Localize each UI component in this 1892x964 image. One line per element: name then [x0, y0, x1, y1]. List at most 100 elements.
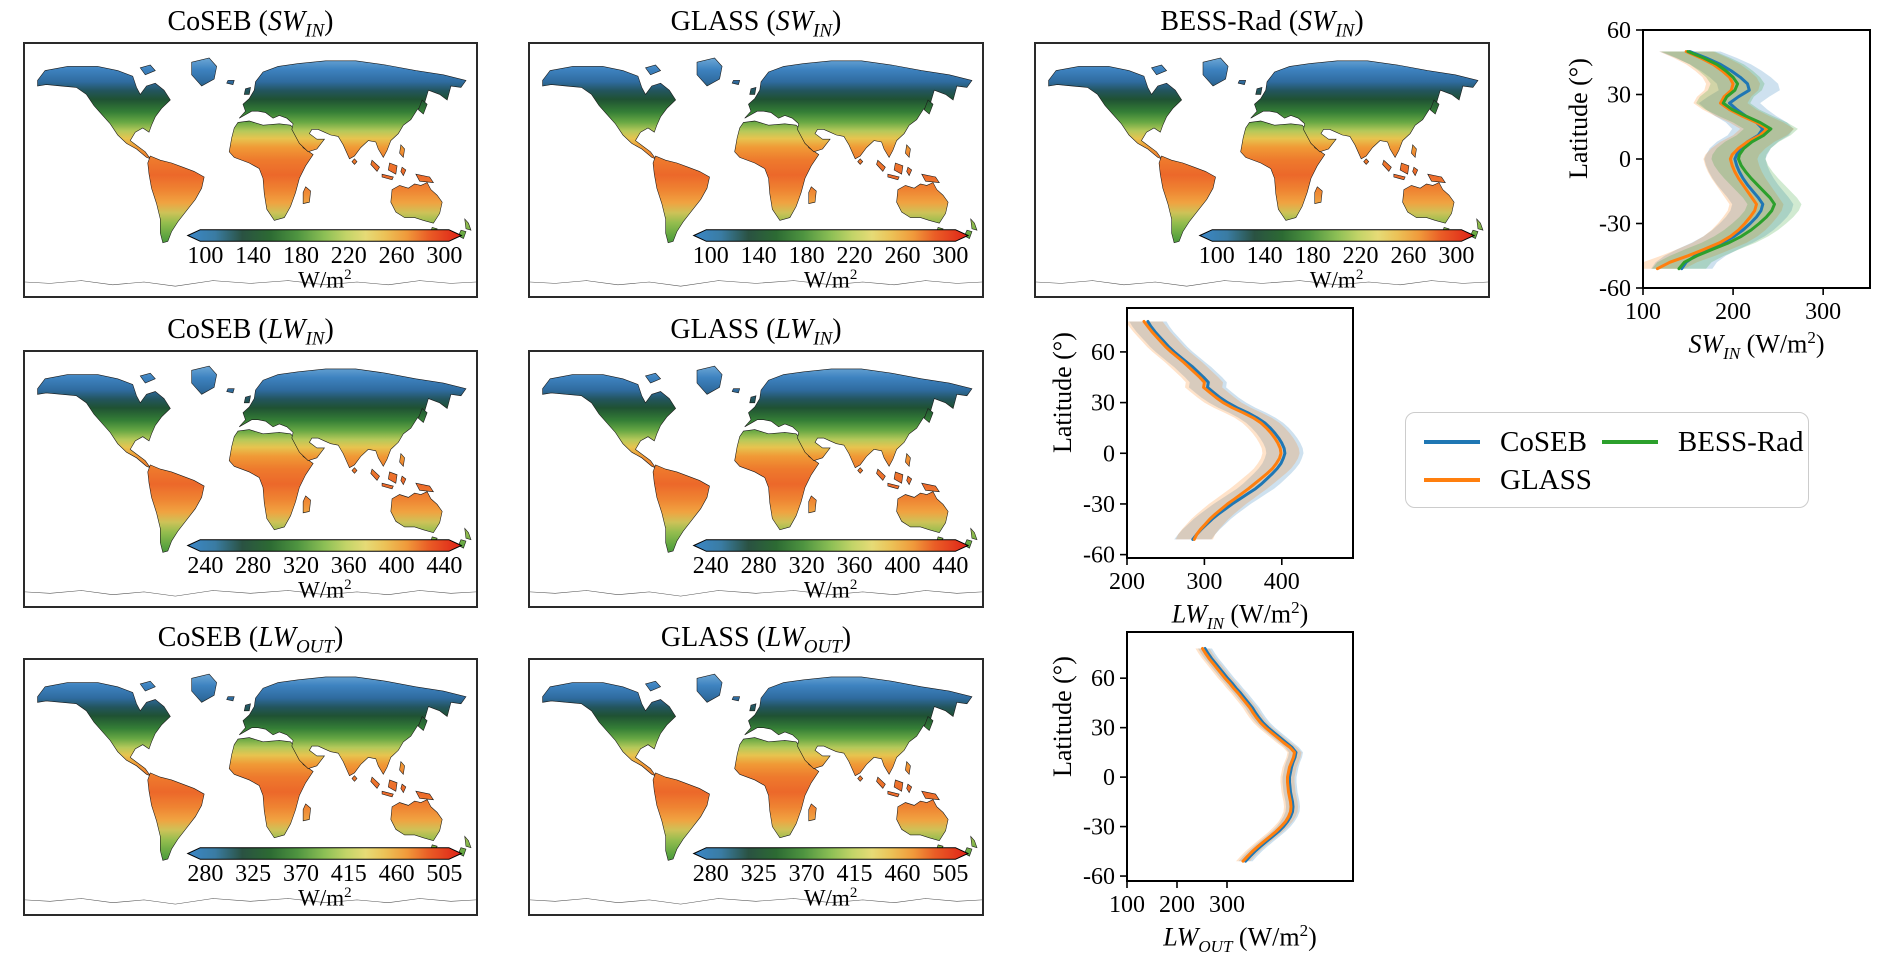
map-title: CoSEB (LWIN)	[167, 314, 334, 350]
legend-label: BESS-Rad	[1677, 426, 1804, 458]
x-axis-label: SWIN (W/m2)	[1688, 328, 1825, 363]
svg-text:0: 0	[1103, 765, 1115, 791]
map-frame: 240 280 320 360 400 440 W/m2	[528, 350, 984, 608]
colorbar-tick-label: 400	[884, 552, 921, 579]
colorbar-tick-label: 100	[1198, 242, 1235, 269]
colorbar-tick-label: 300	[1438, 242, 1475, 269]
map-title: CoSEB (SWIN)	[167, 6, 334, 42]
map-frame: 280 325 370 415 460 505 W/m2	[528, 658, 984, 916]
colorbar-ticks: 100 140 180 220 260 300	[187, 243, 462, 269]
colorbar-gradient	[186, 539, 463, 552]
y-axis-label: Latitude (°)	[1048, 332, 1077, 453]
svg-text:200: 200	[1715, 299, 1751, 325]
colorbar-tick-label: 260	[884, 242, 921, 269]
colorbar-tick-label: 180	[282, 242, 319, 269]
legend-item-bessrad: BESS-Rad	[1601, 426, 1804, 458]
colorbar-tick-label: 320	[282, 552, 319, 579]
svg-text:-30: -30	[1083, 815, 1115, 841]
colorbar-tick-label: 280	[235, 552, 272, 579]
map-frame: 100 140 180 220 260 300 W/m2	[1034, 42, 1490, 298]
map-frame: 280 325 370 415 460 505 W/m2	[23, 658, 478, 916]
colorbar-unit: W/m2	[803, 577, 858, 603]
svg-text:-30: -30	[1083, 492, 1115, 518]
colorbar-tick-label: 505	[426, 860, 463, 887]
map-panel-bessrad-swin: BESS-Rad (SWIN) 100 140 180 220 260 300 W/m2	[1034, 6, 1490, 298]
colorbar: 100 140 180 220 260 300 W/m2	[1198, 229, 1475, 293]
colorbar-tick-label: 415	[330, 860, 367, 887]
colorbar-tick-label: 440	[426, 552, 463, 579]
colorbar-tick-label: 320	[788, 552, 825, 579]
colorbar-unit: W/m2	[298, 577, 352, 603]
colorbar-tick-label: 140	[1246, 242, 1283, 269]
colorbar-gradient	[186, 229, 463, 242]
colorbar-unit: W/m2	[298, 885, 352, 911]
svg-text:-60: -60	[1599, 276, 1631, 302]
svg-text:-60: -60	[1083, 543, 1115, 569]
colorbar: 100 140 180 220 260 300 W/m2	[186, 229, 463, 292]
colorbar-tick-label: 140	[740, 242, 777, 269]
colorbar-ticks: 280 325 370 415 460 505	[693, 861, 969, 887]
map-title: CoSEB (LWOUT)	[157, 622, 344, 658]
colorbar-unit: W/m2	[1309, 267, 1364, 293]
map-panel-glass-lwout: GLASS (LWOUT) 280 325 370 415 460 505 W/m2	[528, 622, 984, 916]
colorbar-tick-label: 220	[330, 242, 367, 269]
profile-plot-lwin: 200 300 400 60 30 0 -30 -60 Latitude (°) LWIN (…	[1048, 307, 1354, 633]
colorbar-gradient	[1198, 229, 1475, 242]
map-title: GLASS (LWIN)	[670, 314, 842, 350]
svg-text:100: 100	[1625, 299, 1661, 325]
colorbar-tick-label: 220	[836, 242, 873, 269]
map-title: GLASS (SWIN)	[670, 6, 842, 42]
svg-text:200: 200	[1109, 569, 1145, 595]
legend-label: GLASS	[1500, 464, 1592, 496]
map-frame: 100 140 180 220 260 300 W/m2	[528, 42, 984, 298]
colorbar-ticks: 240 280 320 360 400 440	[187, 553, 462, 579]
profile-plot-lwout: 100 200 300 60 30 0 -30 -60 Latitude (°) LWOUT …	[1048, 631, 1354, 956]
colorbar-tick-label: 460	[884, 860, 921, 887]
colorbar-unit: W/m2	[803, 885, 858, 911]
colorbar-tick-label: 180	[1294, 242, 1331, 269]
colorbar: 100 140 180 220 260 300 W/m2	[692, 229, 969, 293]
svg-text:30: 30	[1091, 391, 1115, 417]
svg-text:60: 60	[1607, 18, 1631, 44]
map-panel-glass-swin: GLASS (SWIN) 100 140 180 220 260 300 W/m2	[528, 6, 984, 298]
colorbar-tick-label: 260	[1390, 242, 1427, 269]
colorbar-tick-label: 280	[187, 860, 224, 887]
legend: CoSEB BESS-Rad GLASS	[1405, 412, 1809, 508]
colorbar-tick-label: 370	[282, 860, 319, 887]
colorbar-tick-label: 360	[836, 552, 873, 579]
svg-text:30: 30	[1091, 716, 1115, 742]
y-axis-label: Latitude (°)	[1048, 655, 1077, 777]
colorbar-tick-label: 180	[788, 242, 825, 269]
map-panel-coseb-lwout: CoSEB (LWOUT) 280 325 370 415 460 505 W/m2	[23, 622, 478, 916]
colorbar-tick-label: 505	[932, 860, 969, 887]
svg-text:60: 60	[1091, 340, 1115, 366]
colorbar-unit: W/m2	[803, 267, 858, 293]
colorbar-gradient	[692, 229, 969, 242]
colorbar-tick-label: 140	[235, 242, 272, 269]
profile-plot-swin: 100 200 300 60 30 0 -30 -60 Latitude (°) SWIN (…	[1564, 18, 1871, 363]
colorbar-tick-label: 240	[692, 552, 729, 579]
colorbar-gradient	[186, 847, 463, 860]
map-frame: 100 140 180 220 260 300 W/m2	[23, 42, 478, 298]
colorbar-tick-label: 260	[378, 242, 415, 269]
colorbar-tick-label: 220	[1342, 242, 1379, 269]
bessrad-line-swatch	[1601, 440, 1658, 444]
map-title: GLASS (LWOUT)	[660, 622, 852, 658]
colorbar-tick-label: 400	[378, 552, 415, 579]
legend-item-glass: GLASS	[1424, 465, 1592, 495]
colorbar-tick-label: 300	[426, 242, 463, 269]
colorbar-gradient	[692, 847, 969, 860]
svg-text:60: 60	[1091, 666, 1115, 692]
glass-line-swatch	[1424, 478, 1480, 482]
svg-text:300: 300	[1186, 569, 1222, 595]
colorbar-tick-label: 100	[187, 242, 224, 269]
colorbar-ticks: 280 325 370 415 460 505	[187, 861, 462, 887]
map-frame: 240 280 320 360 400 440 W/m2	[23, 350, 478, 608]
y-axis-label: Latitude (°)	[1564, 58, 1593, 179]
colorbar-tick-label: 325	[740, 860, 777, 887]
svg-text:0: 0	[1103, 441, 1115, 467]
legend-item-coseb: CoSEB	[1424, 427, 1592, 457]
colorbar: 280 325 370 415 460 505 W/m2	[186, 847, 463, 911]
colorbar-gradient	[692, 539, 969, 552]
